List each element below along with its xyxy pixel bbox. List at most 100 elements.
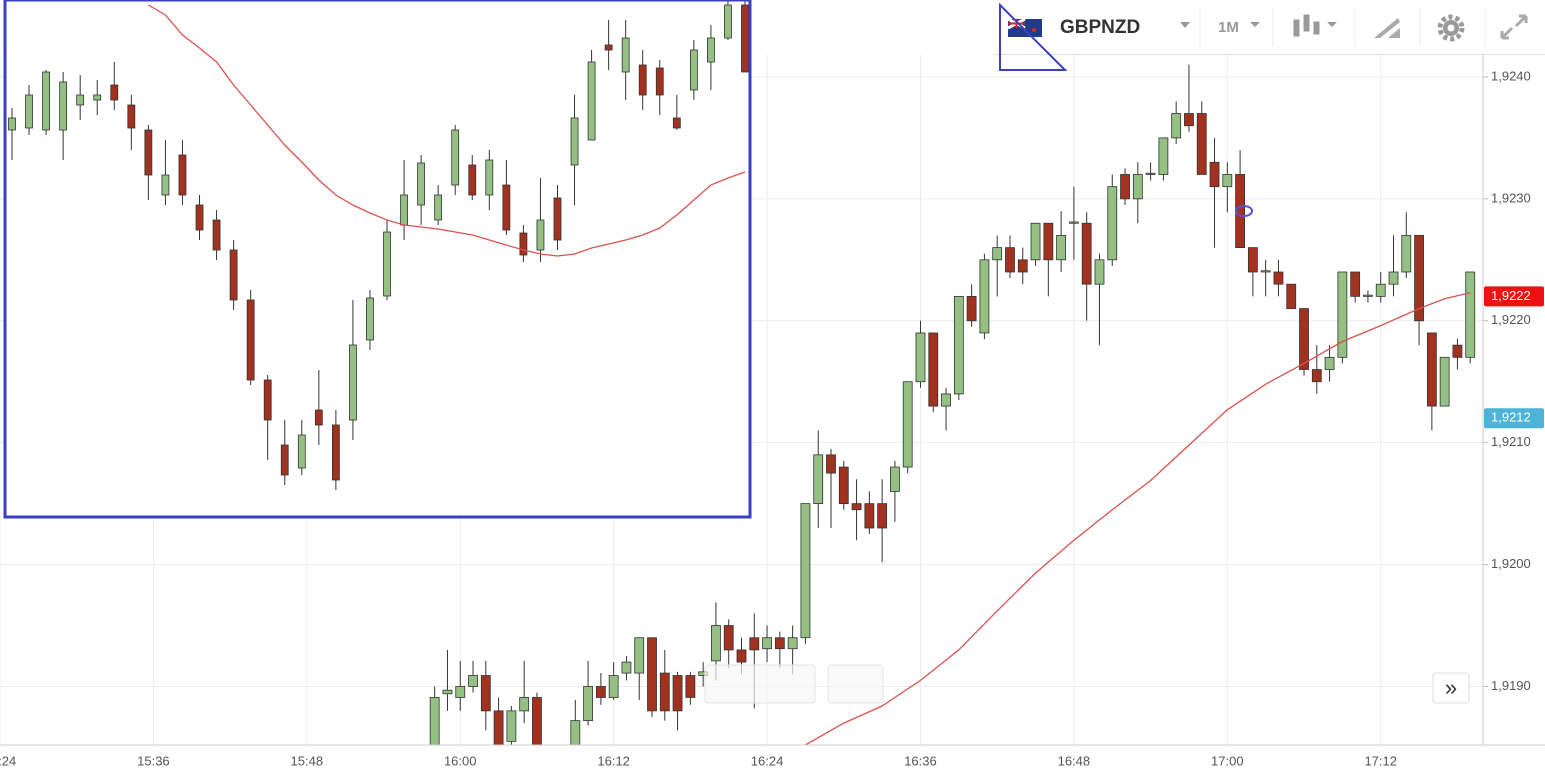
candle-body bbox=[1107, 186, 1118, 261]
candle-body bbox=[519, 697, 530, 712]
candle-body bbox=[429, 697, 440, 745]
candle-body bbox=[502, 184, 511, 231]
candle-body bbox=[587, 61, 596, 141]
y-tick-label: 1,9210 bbox=[1491, 434, 1531, 449]
price-badge bbox=[1484, 408, 1544, 429]
chart-type-button[interactable] bbox=[1293, 14, 1337, 37]
candle-body bbox=[1426, 332, 1437, 407]
candle-body bbox=[349, 344, 357, 421]
candle-body bbox=[1401, 235, 1412, 273]
candle-body bbox=[1005, 247, 1015, 273]
candle-body bbox=[468, 675, 478, 687]
candle-body bbox=[685, 675, 696, 698]
candle-body bbox=[468, 164, 477, 196]
candle-body bbox=[8, 117, 16, 131]
symbol-name[interactable]: GBPNZD bbox=[1060, 17, 1140, 38]
scroll-button-box[interactable] bbox=[1432, 672, 1470, 704]
symbol-dropdown[interactable] bbox=[1180, 22, 1190, 28]
interval[interactable]: 1M bbox=[1218, 19, 1239, 36]
candle-body bbox=[1299, 308, 1309, 370]
candle-body bbox=[634, 637, 645, 674]
candle-body bbox=[800, 503, 811, 639]
candle-body bbox=[532, 697, 542, 745]
candle-body bbox=[966, 295, 977, 322]
candle-body bbox=[953, 295, 964, 395]
scroll-button-label[interactable]: » bbox=[1445, 675, 1457, 700]
candle-body bbox=[741, 4, 749, 73]
candle-body bbox=[1068, 221, 1079, 224]
toolbar: GBPNZD 1M bbox=[995, 0, 1545, 55]
inset-chart bbox=[8, 0, 749, 490]
candle-body bbox=[331, 424, 340, 481]
candle-body bbox=[1311, 369, 1322, 383]
settings-button[interactable] bbox=[1437, 14, 1465, 42]
x-tick-label: 17:12 bbox=[1364, 753, 1397, 768]
candle-body bbox=[519, 232, 528, 256]
candle-body bbox=[655, 67, 664, 96]
candle-body bbox=[826, 454, 836, 474]
candle-body bbox=[1145, 172, 1156, 175]
x-tick-label: 16:36 bbox=[904, 753, 937, 768]
y-tick-label: 1,9240 bbox=[1491, 68, 1531, 83]
candle-body bbox=[1196, 113, 1207, 175]
x-tick-label: 16:24 bbox=[751, 753, 784, 768]
scroll-button[interactable]: » bbox=[1432, 672, 1470, 704]
candle-body bbox=[280, 444, 289, 476]
candle-body bbox=[621, 37, 630, 73]
candle-body bbox=[1056, 235, 1067, 261]
flag-star bbox=[1032, 28, 1036, 32]
x-tick-label: 15:48 bbox=[291, 753, 324, 768]
price-badge-label: 1,9212 bbox=[1491, 410, 1531, 425]
candle-body bbox=[638, 64, 647, 96]
icon-part[interactable] bbox=[1313, 21, 1320, 35]
candle-body bbox=[246, 299, 255, 381]
candle-body bbox=[992, 247, 1003, 261]
candle-body bbox=[536, 219, 545, 251]
candle-body bbox=[297, 434, 306, 469]
icon-part[interactable] bbox=[1293, 19, 1300, 37]
candle-body bbox=[480, 675, 491, 712]
candle-body bbox=[1465, 271, 1476, 358]
candle-body bbox=[25, 94, 33, 129]
candle-body bbox=[1324, 356, 1335, 370]
candle-body bbox=[813, 454, 824, 505]
fullscreen-button[interactable] bbox=[1500, 14, 1528, 40]
candle-body bbox=[1222, 174, 1233, 188]
candle-body bbox=[707, 37, 715, 63]
candle-body bbox=[1388, 271, 1399, 285]
x-tick-label: 16:12 bbox=[597, 753, 630, 768]
candle-body bbox=[229, 249, 238, 301]
candle-body bbox=[127, 104, 136, 129]
candle-body bbox=[314, 409, 323, 426]
candle-body bbox=[161, 174, 170, 196]
candle-body bbox=[762, 637, 772, 650]
axes: 15:24 15:36 15:48 16:00 16:12 16:24 16:36 16:48… bbox=[0, 68, 1544, 768]
gear-teeth[interactable] bbox=[1437, 14, 1465, 42]
candle-body bbox=[506, 710, 517, 742]
candle-body bbox=[736, 649, 747, 663]
candle-body bbox=[570, 720, 581, 745]
candle-body bbox=[1414, 235, 1424, 322]
candle-body bbox=[864, 503, 875, 529]
candle-body bbox=[76, 94, 85, 106]
draw-tool-button[interactable] bbox=[1374, 18, 1400, 38]
candle-body bbox=[1350, 271, 1361, 297]
candle-body bbox=[1017, 259, 1028, 273]
icon-part[interactable] bbox=[1327, 22, 1337, 27]
interval-dropdown[interactable] bbox=[1250, 22, 1260, 27]
candle-body bbox=[902, 381, 913, 468]
y-tick-label: 1,9200 bbox=[1491, 556, 1531, 571]
candle-body bbox=[1247, 247, 1258, 273]
y-tick-label: 1,9190 bbox=[1491, 678, 1531, 693]
candle-body bbox=[1171, 113, 1182, 139]
candle-body bbox=[604, 44, 613, 51]
inset-pointer bbox=[999, 2, 1068, 71]
gear-hole[interactable] bbox=[1447, 24, 1455, 32]
candle-body bbox=[553, 197, 562, 241]
icon-part[interactable] bbox=[1303, 14, 1310, 32]
candle-body bbox=[621, 661, 632, 674]
candle-body bbox=[1273, 271, 1284, 285]
candle-body bbox=[1363, 294, 1373, 297]
candle-body bbox=[724, 4, 732, 39]
